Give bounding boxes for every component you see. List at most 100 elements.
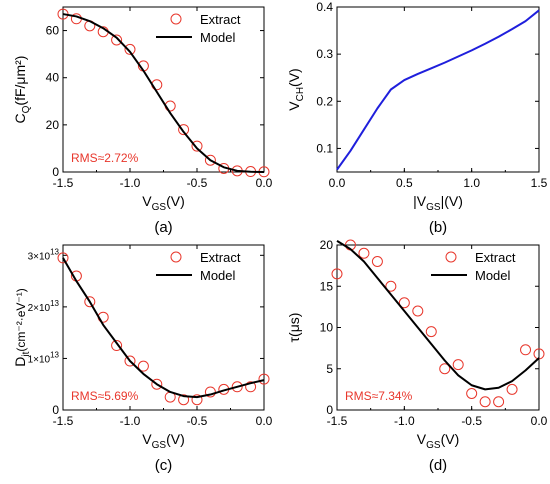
x-tick-label: 1.0 (463, 176, 480, 190)
y-tick-label: 2×1013 (28, 299, 60, 314)
series-line-vch (336, 9, 540, 171)
data-point (178, 124, 190, 136)
x-axis-label-unit: |(V) (441, 193, 463, 209)
rms-annotation: RMS≈2.72% (71, 151, 139, 165)
y-tick-label: 10 (320, 321, 334, 335)
y-axis-label-unit: (μs) (286, 313, 302, 337)
data-point (493, 396, 505, 408)
x-axis-label-sub: GS (426, 440, 441, 451)
data-point (412, 305, 424, 317)
x-tick-label: -1.5 (53, 176, 74, 190)
x-tick-label: 0.5 (396, 176, 413, 190)
y-tick-label: 0.1 (316, 141, 333, 155)
data-point (245, 381, 257, 393)
legend-label-extract: Extract (475, 250, 516, 265)
x-tick-label: 1.5 (531, 176, 548, 190)
x-tick-label: -0.5 (461, 414, 482, 428)
y-tick-label: 0.2 (316, 94, 333, 108)
panel-label: (d) (429, 457, 447, 474)
panel-2: 0.0 0.5 1.0 1.5 0.1 0.2 0.3 0.4 |VGS|(V) VCH(V) (b… (286, 0, 548, 236)
data-point (178, 394, 190, 406)
legend-marker-extract (445, 251, 457, 263)
y-tick-label: 1×1013 (28, 350, 60, 365)
data-point (124, 355, 136, 367)
y-tick-label: 20 (46, 118, 60, 132)
y-axis-label-sub: Q (21, 105, 32, 113)
legend-label-model: Model (475, 268, 511, 283)
x-tick-label: -1.5 (53, 414, 74, 428)
data-point (452, 359, 464, 371)
panel-4: -1.5 -1.0 -0.5 0.0 0 5 10 15 20 Extract Model RMS≈7… (286, 238, 548, 474)
x-tick-label: 0.0 (531, 414, 548, 428)
y-tick-label: 0.4 (316, 0, 333, 14)
data-point (371, 256, 383, 267)
legend-label-model: Model (200, 268, 236, 283)
data-point (439, 363, 451, 375)
y-tick-exponent: 13 (50, 247, 59, 256)
x-axis-label: VGS(V) (142, 431, 184, 451)
series-line-model (62, 13, 265, 173)
rms-annotation: RMS≈7.34% (345, 389, 413, 403)
data-point (111, 34, 123, 46)
data-point (137, 360, 149, 372)
x-axis-label: VGS(V) (142, 193, 184, 213)
data-point (385, 280, 397, 292)
y-axis-label: CQ(fF/μm²) (12, 56, 32, 124)
y-tick-label: 60 (46, 24, 60, 38)
data-point (258, 373, 270, 385)
y-tick-label: 0.3 (316, 47, 333, 61)
x-axis-label-unit: (V) (166, 193, 185, 209)
y-tick-exponent: 13 (50, 299, 59, 308)
x-axis-label-sub: GS (152, 440, 167, 451)
data-point (124, 43, 136, 55)
y-axis-label-sub: CH (295, 87, 306, 101)
data-point (425, 326, 437, 338)
data-point (520, 344, 532, 356)
y-tick-label: 15 (320, 279, 334, 293)
panel-label: (a) (154, 219, 172, 236)
rms-annotation: RMS≈5.69% (71, 389, 139, 403)
data-point (331, 268, 343, 280)
data-point (111, 340, 123, 352)
legend-marker-extract (170, 251, 182, 263)
x-axis-label: |VGS|(V) (413, 193, 463, 213)
y-tick-label: 0 (326, 403, 333, 417)
x-tick-label: 0.0 (329, 176, 346, 190)
x-tick-label: 0.0 (256, 414, 273, 428)
x-tick-label: -1.0 (120, 414, 141, 428)
legend-label-extract: Extract (200, 12, 241, 27)
x-axis-label-sub: GS (426, 202, 441, 213)
panel-3: -1.5 -1.0 -0.5 0.0 0 1×1013 2×1013 3×1013 Extrac… (12, 244, 273, 474)
panel-label: (b) (429, 219, 447, 236)
y-axis-label: τ(μs) (286, 313, 302, 343)
y-tick-label: 0 (52, 403, 59, 417)
legend-label-extract: Extract (200, 250, 241, 265)
panel-label: (c) (155, 457, 173, 474)
legend-marker-extract (170, 13, 182, 25)
data-point (479, 396, 491, 408)
series-line-model (336, 240, 540, 391)
y-tick-label: 5 (326, 362, 333, 376)
y-tick-label: 0 (52, 165, 59, 179)
y-tick-label: 40 (46, 71, 60, 85)
series-line-model (62, 257, 265, 399)
data-point (191, 140, 203, 152)
x-axis-label-unit: (V) (166, 431, 185, 447)
data-point (231, 381, 243, 393)
x-tick-label: -0.5 (187, 176, 208, 190)
y-axis-label: VCH(V) (286, 68, 306, 110)
x-tick-label: -0.5 (187, 414, 208, 428)
y-tick-label: 20 (320, 238, 334, 252)
x-axis-label: VGS(V) (417, 431, 459, 451)
y-axis-label: Dit(cm⁻²·eV⁻¹) (12, 288, 32, 366)
data-point (398, 297, 410, 309)
y-axis-label-unit: (fF/μm²) (12, 56, 28, 106)
data-point (204, 154, 216, 166)
x-tick-label: -1.5 (327, 414, 348, 428)
x-tick-label: 0.0 (256, 176, 273, 190)
data-point (466, 388, 478, 399)
y-axis-label-sub: it (21, 351, 32, 356)
y-tick-exponent: 13 (50, 350, 59, 359)
y-tick-label: 3×1013 (28, 247, 60, 262)
